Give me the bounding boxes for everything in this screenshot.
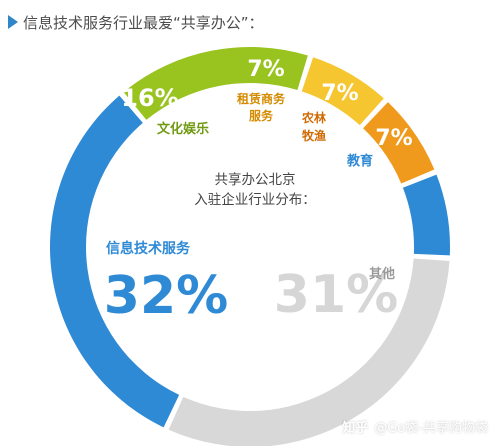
donut-slice-5 [49,95,180,428]
slice-value-label: 7% [321,81,358,106]
slice-value-label: 16% [121,84,178,112]
slice-value-label: 7% [375,126,412,151]
slice-category-label: 教育 [346,153,373,169]
triangle-bullet-icon [8,15,18,29]
donut-slice-2 [363,102,435,184]
slice-category-label: 租赁商务 [237,91,286,106]
slice-category-label: 文化娱乐 [157,121,209,137]
center-caption: 共享办公北京 入驻企业行业分布： [170,170,340,210]
donut-slice-4 [168,258,450,446]
watermark-handle: @Go袋-共享购物袋 [374,421,488,436]
slice-category-label: 其他 [369,266,395,282]
slice-category-label: 服务 [249,108,274,123]
slice-category-label: 农林 [301,110,326,125]
slice-category-label: 信息技术服务 [106,240,191,257]
chart-title: 信息技术服务行业最爱“共享办公”： [23,13,264,32]
slice-category-label: 牧渔 [302,128,326,143]
donut-ring [49,47,450,446]
chart-header: 信息技术服务行业最爱“共享办公”： [8,10,264,34]
donut-slice-0 [123,47,308,120]
center-caption-line-1: 共享办公北京 [214,172,296,188]
slice-value-label: 7% [247,57,284,82]
center-caption-line-2: 入驻企业行业分布： [194,192,316,208]
donut-slice-3 [402,174,450,256]
donut-slice-1 [301,57,384,126]
watermark: 知乎 @Go袋-共享购物袋 [342,417,488,436]
slice-value-label: 32% [104,266,228,326]
slice-value-label: 31% [274,265,398,325]
watermark-brand: 知乎 [342,421,369,436]
